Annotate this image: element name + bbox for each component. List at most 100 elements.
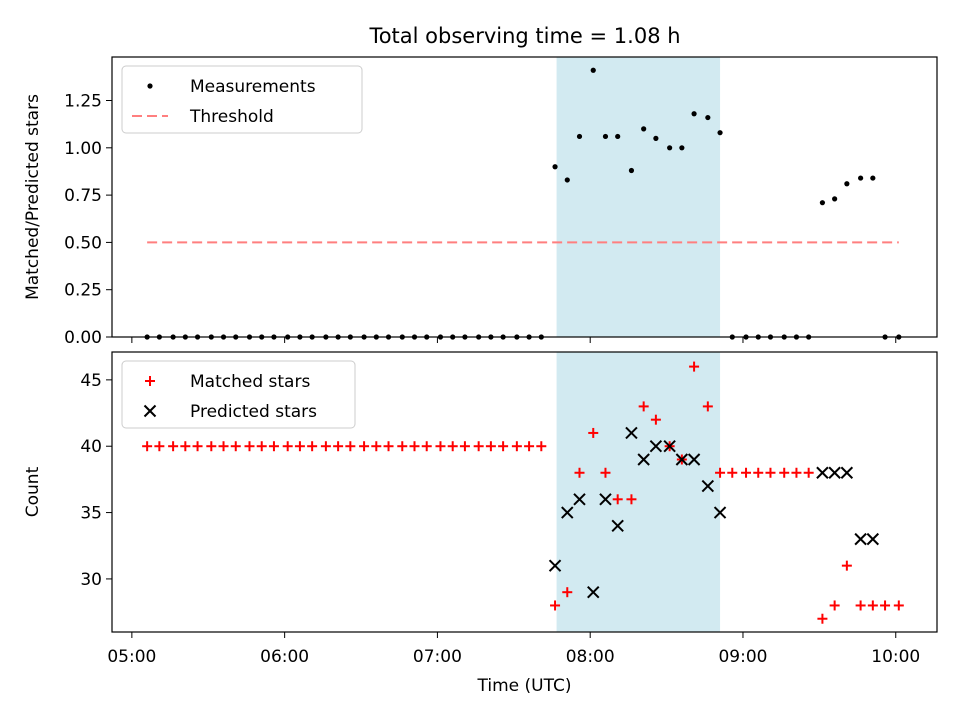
predicted-star-mark (713, 506, 727, 519)
measurement-point (870, 175, 876, 181)
x-tick-label: 05:00 (107, 647, 156, 667)
matched-star-point (244, 441, 255, 452)
legend-box (121, 65, 363, 134)
bottom-legend: Matched stars Predicted stars (121, 360, 356, 429)
matched-star-point (841, 560, 852, 571)
predicted-star-point (854, 532, 867, 546)
matched-star-point (715, 467, 726, 478)
predicted-star-mark (675, 453, 689, 466)
matched-star-point (180, 441, 191, 452)
matched-star-point (409, 441, 420, 452)
predicted-star-point (866, 532, 880, 546)
matched-star-point (524, 441, 535, 452)
measurement-point (858, 175, 864, 181)
matched-star-point (511, 441, 522, 452)
predicted-star-mark (561, 506, 574, 519)
y-tick-label: 1.00 (64, 139, 102, 159)
top-axes-frame (111, 56, 938, 338)
matched-star-point (562, 587, 573, 598)
matched-star-point (867, 600, 878, 611)
measurement-point (653, 135, 659, 141)
measurement-point (691, 111, 697, 117)
predicted-star-mark (840, 466, 854, 479)
matched-star-point (359, 441, 370, 452)
predicted-star-point (611, 519, 624, 533)
predicted-star-point (713, 506, 727, 519)
observing-window-span (556, 57, 721, 337)
matched-star-point (600, 467, 611, 478)
predicted-star-point (687, 453, 701, 466)
matched-star-point (803, 467, 814, 478)
matched-star-point (435, 441, 446, 452)
matched-star-point (192, 441, 203, 452)
matched-star-point (727, 467, 738, 478)
predicted-star-mark (687, 453, 701, 466)
legend-label: Matched stars (190, 372, 310, 392)
matched-star-point (397, 441, 408, 452)
predicted-star-point (548, 559, 562, 572)
matched-star-point (256, 441, 267, 452)
predicted-star-mark (587, 585, 600, 599)
measurement-point (628, 167, 635, 174)
matched-star-point (880, 600, 891, 611)
predicted-star-mark (573, 493, 586, 506)
x-tick-label: 09:00 (718, 647, 767, 667)
matched-star-point (268, 441, 279, 452)
x-axis-label: Time (UTC) (477, 676, 572, 696)
legend-box (121, 360, 356, 429)
matched-star-point (333, 441, 344, 452)
legend-predicted-swatch (143, 404, 157, 418)
matched-star-point (817, 613, 828, 624)
matched-star-point (638, 401, 649, 412)
measurement-point (564, 177, 570, 183)
measurement-point (615, 133, 621, 140)
y-tick-label: 0.50 (64, 233, 102, 253)
measurement-point (590, 67, 596, 73)
matched-star-point (536, 441, 547, 452)
matched-star-point (421, 441, 432, 452)
predicted-star-mark (816, 466, 829, 479)
predicted-star-point (816, 466, 829, 479)
y-tick-label: 45 (80, 371, 102, 391)
observing-window-span (556, 352, 721, 632)
predicted-star-point (625, 426, 638, 440)
predicted-star-mark (663, 440, 676, 453)
y-tick-label: 30 (80, 570, 102, 590)
top-panel: Total observing time = 1.08 h 0.00 0.25 0.… (23, 24, 938, 348)
matched-star-point (218, 441, 229, 452)
top-y-axis-label: Matched/Predicted stars (23, 94, 43, 300)
matched-star-point (779, 467, 790, 478)
bottom-y-axis-label: Count (23, 466, 43, 517)
measurement-point (576, 133, 583, 140)
matched-star-point (650, 414, 661, 425)
chart-title: Total observing time = 1.08 h (368, 24, 680, 48)
measurement-point (844, 181, 850, 187)
predicted-star-point (649, 440, 663, 453)
measurement-point (679, 145, 685, 151)
matched-star-point (741, 467, 752, 478)
predicted-star-mark (701, 479, 715, 493)
predicted-star-point (573, 493, 586, 506)
matched-star-point (612, 494, 623, 505)
matched-star-point (142, 441, 153, 452)
predicted-star-mark (828, 466, 841, 479)
measurement-point (641, 126, 647, 132)
matched-star-point (626, 494, 637, 505)
measurement-point (832, 196, 838, 202)
matched-star-point (473, 441, 484, 452)
predicted-star-point (840, 466, 854, 479)
predicted-star-mark (625, 426, 638, 440)
matched-star-point (753, 467, 764, 478)
y-tick-label: 0.00 (64, 328, 102, 348)
predicted-star-mark (637, 453, 650, 466)
legend-label: Predicted stars (190, 402, 317, 422)
matched-star-point (294, 441, 305, 452)
matched-star-point (791, 467, 802, 478)
matched-star-point (307, 441, 318, 452)
measurement-point (602, 133, 609, 140)
predicted-star-point (599, 493, 612, 506)
predicted-star-point (828, 466, 841, 479)
predicted-star-point (701, 479, 715, 493)
